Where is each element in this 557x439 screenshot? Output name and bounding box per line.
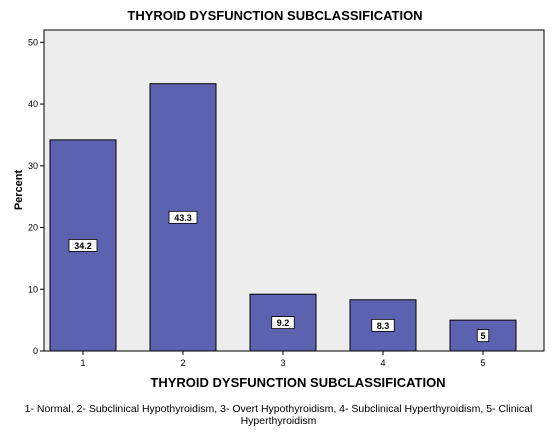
chart-title: THYROID DYSFUNCTION SUBCLASSIFICATION <box>127 8 422 23</box>
x-tick-label: 2 <box>180 358 185 368</box>
data-label-text: 9.2 <box>277 318 290 328</box>
x-tick-label: 4 <box>380 358 385 368</box>
data-label-1: 34.2 <box>68 239 98 252</box>
data-label-5: 5 <box>476 329 490 342</box>
data-labels-group: 34.2 43.3 9.2 8.3 5 <box>68 210 490 342</box>
y-tick-label: 10 <box>28 284 38 294</box>
x-axis: 1 2 3 4 5 <box>80 351 486 368</box>
chart-footnote: 1- Normal, 2- Subclinical Hypothyroidism… <box>24 403 533 427</box>
data-label-3: 9.2 <box>271 316 295 330</box>
y-tick-label: 40 <box>28 99 38 109</box>
y-tick-label: 30 <box>28 161 38 171</box>
data-label-text: 43.3 <box>174 213 192 223</box>
data-label-text: 5 <box>480 331 485 341</box>
x-axis-label: THYROID DYSFUNCTION SUBCLASSIFICATION <box>150 375 445 390</box>
data-label-box <box>371 318 395 332</box>
data-label-text: 8.3 <box>377 321 390 331</box>
y-tick-label: 20 <box>28 223 38 233</box>
data-label-box <box>271 316 295 330</box>
data-label-4: 8.3 <box>371 318 395 332</box>
x-tick-label: 3 <box>280 358 285 368</box>
data-label-box <box>168 210 198 224</box>
y-axis: 0 10 20 30 40 50 <box>28 37 44 356</box>
data-label-box <box>476 329 490 342</box>
data-label-text: 34.2 <box>74 241 92 251</box>
bars-group <box>49 83 517 352</box>
x-tick-label: 1 <box>80 358 85 368</box>
x-tick-label: 5 <box>480 358 485 368</box>
bar-5 <box>449 319 517 352</box>
y-axis-label: Percent <box>13 169 25 210</box>
y-tick-label: 0 <box>33 346 38 356</box>
data-label-box <box>68 239 98 252</box>
bar-chart: THYROID DYSFUNCTION SUBCLASSIFICATION 0 1… <box>13 8 545 390</box>
data-label-2: 43.3 <box>168 210 198 224</box>
y-tick-label: 50 <box>28 37 38 47</box>
